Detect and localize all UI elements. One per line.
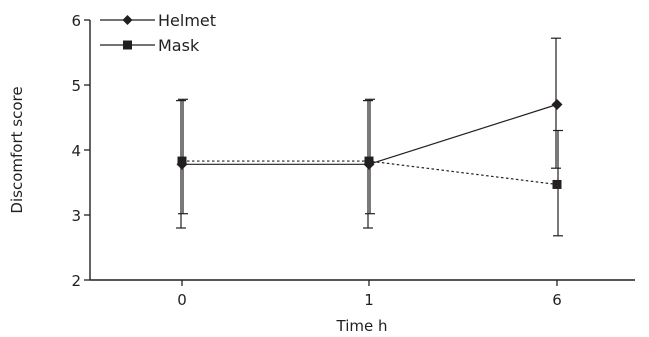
y-tick-label: 4 (71, 142, 81, 160)
data-point-mask (552, 179, 562, 189)
axes (89, 20, 635, 281)
y-tick-label: 6 (71, 12, 81, 30)
y-ticks: 2 3 4 5 6 (71, 12, 90, 290)
legend-marker-mask-icon (123, 40, 132, 50)
data-point-mask (364, 156, 374, 166)
data-point-helmet (551, 99, 563, 110)
x-tick-label: 6 (552, 291, 562, 309)
x-tick-label: 0 (177, 291, 187, 309)
data-point-mask (177, 156, 187, 166)
x-tick-label: 1 (364, 291, 374, 309)
legend: Helmet Mask (100, 11, 216, 55)
x-ticks: 0 1 6 (177, 280, 562, 309)
data-markers (176, 99, 563, 189)
legend-label-helmet: Helmet (158, 11, 216, 30)
y-tick-label: 2 (71, 272, 81, 290)
legend-label-mask: Mask (158, 36, 200, 55)
y-axis-title: Discomfort score (8, 86, 26, 213)
error-bars (176, 37, 563, 237)
x-axis-title: Time h (336, 317, 388, 335)
y-tick-label: 3 (71, 207, 81, 225)
legend-marker-helmet-icon (122, 15, 133, 25)
y-tick-label: 5 (71, 77, 81, 95)
